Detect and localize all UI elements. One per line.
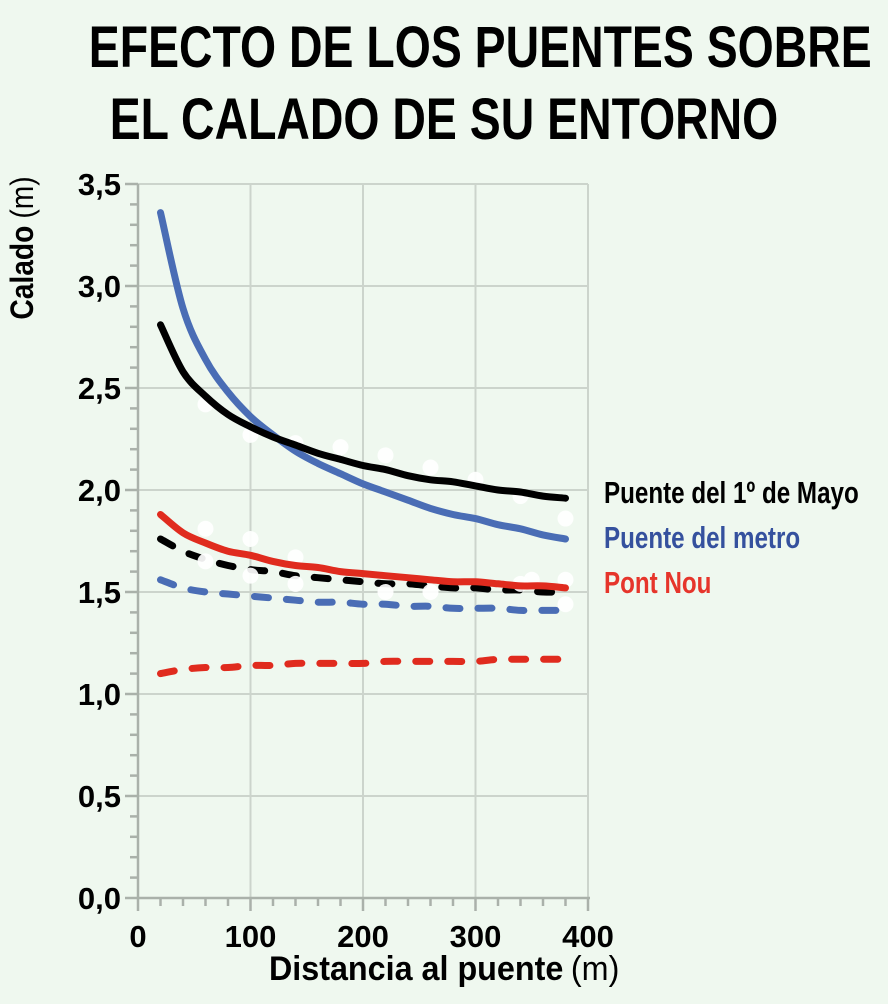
data-marker xyxy=(197,553,214,570)
data-marker xyxy=(422,584,439,600)
data-marker xyxy=(197,520,214,537)
y-tick-label: 2,0 xyxy=(78,473,121,508)
legend-item-puente-del-metro: Puente del metro xyxy=(604,520,801,555)
y-tick-label: 1,5 xyxy=(78,575,121,610)
curve-puente-del-1-de-mayo-dashed xyxy=(157,535,569,596)
x-tick-label: 200 xyxy=(337,919,389,954)
y-tick-label: 2,5 xyxy=(78,371,121,406)
data-marker xyxy=(377,447,394,464)
data-marker xyxy=(557,571,574,588)
y-tick-label: 3,5 xyxy=(78,167,121,202)
x-tick-label: 0 xyxy=(129,919,146,954)
curve-puente-del-1-de-mayo-solid xyxy=(157,321,569,502)
chart-title-line1: EFECTO DE LOS PUENTES SOBRE xyxy=(88,15,872,80)
curve-puente-del-metro-solid xyxy=(157,209,569,543)
data-marker xyxy=(557,596,574,613)
x-tick-label: 100 xyxy=(225,919,277,954)
curve-puente-del-metro-dashed xyxy=(157,576,569,615)
x-tick-label: 400 xyxy=(562,919,614,954)
data-marker xyxy=(242,567,259,584)
data-marker xyxy=(242,530,259,547)
data-marker xyxy=(422,459,439,476)
x-axis-label: Distancia al puente xyxy=(268,950,564,988)
legend-item-puente-del-1-de-mayo: Puente del 1º de Mayo xyxy=(604,475,859,510)
data-marker xyxy=(332,439,349,456)
y-tick-label: 3,0 xyxy=(78,269,121,304)
data-marker xyxy=(287,549,304,566)
chart-title-line2: EL CALADO DE SU ENTORNO xyxy=(109,87,779,152)
x-axis-title: Distancia al puente (m) xyxy=(22,950,866,989)
data-marker xyxy=(377,584,394,600)
y-tick-label: 0,5 xyxy=(78,779,121,814)
curve-pont-nou-dashed xyxy=(157,655,569,678)
curve-pont-nou-solid xyxy=(157,511,569,592)
data-marker xyxy=(287,575,304,592)
x-tick-label: 300 xyxy=(450,919,502,954)
data-marker xyxy=(557,510,574,527)
x-axis-unit: (m) xyxy=(570,950,620,988)
legend-item-pont-nou: Pont Nou xyxy=(604,565,712,600)
y-tick-label: 0,0 xyxy=(78,881,121,916)
legend: Puente del 1º de Mayo Puente del metro P… xyxy=(604,474,888,609)
y-tick-label: 1,0 xyxy=(78,677,121,712)
